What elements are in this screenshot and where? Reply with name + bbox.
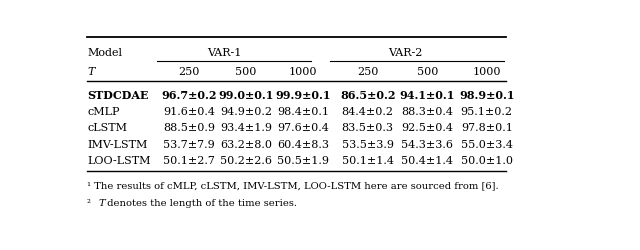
Text: VAR-1: VAR-1 bbox=[207, 48, 241, 58]
Text: cMLP: cMLP bbox=[88, 107, 120, 117]
Text: 94.1±0.1: 94.1±0.1 bbox=[399, 90, 455, 101]
Text: 50.2±2.6: 50.2±2.6 bbox=[220, 156, 272, 166]
Text: denotes the length of the time series.: denotes the length of the time series. bbox=[104, 199, 298, 208]
Text: 500: 500 bbox=[236, 67, 257, 77]
Text: 63.2±8.0: 63.2±8.0 bbox=[220, 140, 272, 149]
Text: 54.3±3.6: 54.3±3.6 bbox=[401, 140, 453, 149]
Text: 96.7±0.2: 96.7±0.2 bbox=[161, 90, 217, 101]
Text: 97.8±0.1: 97.8±0.1 bbox=[461, 123, 513, 133]
Text: 53.5±3.9: 53.5±3.9 bbox=[342, 140, 394, 149]
Text: 91.6±0.4: 91.6±0.4 bbox=[163, 107, 215, 117]
Text: 55.0±3.4: 55.0±3.4 bbox=[461, 140, 513, 149]
Text: 53.7±7.9: 53.7±7.9 bbox=[163, 140, 215, 149]
Text: 99.0±0.1: 99.0±0.1 bbox=[218, 90, 274, 101]
Text: T: T bbox=[99, 199, 105, 208]
Text: 95.1±0.2: 95.1±0.2 bbox=[461, 107, 513, 117]
Text: STDCDAE: STDCDAE bbox=[88, 90, 149, 101]
Text: 97.6±0.4: 97.6±0.4 bbox=[277, 123, 329, 133]
Text: Model: Model bbox=[88, 48, 122, 58]
Text: 50.1±1.4: 50.1±1.4 bbox=[342, 156, 394, 166]
Text: 93.4±1.9: 93.4±1.9 bbox=[220, 123, 272, 133]
Text: 98.4±0.1: 98.4±0.1 bbox=[277, 107, 329, 117]
Text: 500: 500 bbox=[417, 67, 438, 77]
Text: VAR-2: VAR-2 bbox=[388, 48, 422, 58]
Text: 88.5±0.9: 88.5±0.9 bbox=[163, 123, 215, 133]
Text: ²: ² bbox=[88, 199, 95, 208]
Text: 60.4±8.3: 60.4±8.3 bbox=[277, 140, 329, 149]
Text: T: T bbox=[88, 67, 95, 77]
Text: 50.5±1.9: 50.5±1.9 bbox=[277, 156, 329, 166]
Text: 1000: 1000 bbox=[289, 67, 317, 77]
Text: cLSTM: cLSTM bbox=[88, 123, 127, 133]
Text: 84.4±0.2: 84.4±0.2 bbox=[342, 107, 394, 117]
Text: 98.9±0.1: 98.9±0.1 bbox=[459, 90, 515, 101]
Text: 50.4±1.4: 50.4±1.4 bbox=[401, 156, 453, 166]
Text: 92.5±0.4: 92.5±0.4 bbox=[401, 123, 453, 133]
Text: 1000: 1000 bbox=[472, 67, 501, 77]
Text: ¹ The results of cMLP, cLSTM, IMV-LSTM, LOO-LSTM here are sourced from [6].: ¹ The results of cMLP, cLSTM, IMV-LSTM, … bbox=[88, 182, 499, 190]
Text: 86.5±0.2: 86.5±0.2 bbox=[340, 90, 396, 101]
Text: 50.1±2.7: 50.1±2.7 bbox=[163, 156, 215, 166]
Text: 250: 250 bbox=[179, 67, 200, 77]
Text: IMV-LSTM: IMV-LSTM bbox=[88, 140, 148, 149]
Text: 50.0±1.0: 50.0±1.0 bbox=[461, 156, 513, 166]
Text: 250: 250 bbox=[357, 67, 378, 77]
Text: 88.3±0.4: 88.3±0.4 bbox=[401, 107, 453, 117]
Text: LOO-LSTM: LOO-LSTM bbox=[88, 156, 151, 166]
Text: 94.9±0.2: 94.9±0.2 bbox=[220, 107, 272, 117]
Text: 99.9±0.1: 99.9±0.1 bbox=[275, 90, 331, 101]
Text: 83.5±0.3: 83.5±0.3 bbox=[342, 123, 394, 133]
